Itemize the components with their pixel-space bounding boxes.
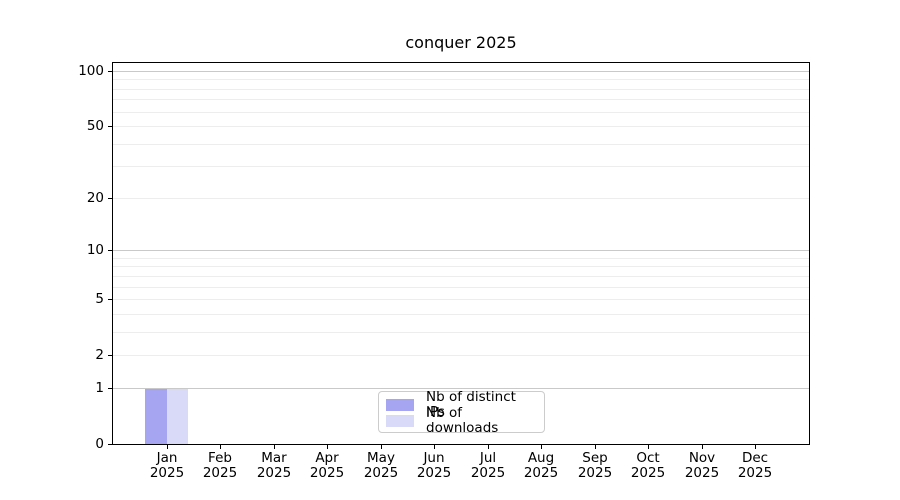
x-tick-label-sep: Sep 2025 [577, 450, 613, 481]
gridline-minor-40 [113, 144, 809, 145]
y-tick-mark-0 [108, 444, 112, 445]
x-tick-mark-aug [541, 445, 542, 449]
gridline-minor-50 [113, 126, 809, 127]
y-tick-label-0: 0 [95, 436, 104, 452]
y-tick-mark-20 [108, 198, 112, 199]
x-tick-label-dec: Dec 2025 [737, 450, 773, 481]
y-tick-mark-50 [108, 126, 112, 127]
x-tick-mark-apr [327, 445, 328, 449]
x-tick-label-jan: Jan 2025 [149, 450, 185, 481]
gridline-decade-10 [113, 250, 809, 251]
gridline-minor-90 [113, 79, 809, 80]
x-tick-mark-jan [167, 445, 168, 449]
bar-jan-nb-of-downloads [166, 388, 188, 444]
gridline-minor-9 [113, 258, 809, 259]
legend: Nb of distinct IPs Nb of downloads [378, 389, 545, 435]
plot-area [112, 62, 810, 445]
chart-title: conquer 2025 [405, 33, 517, 52]
legend-item-distinct-ips: Nb of distinct IPs [386, 389, 537, 419]
gridline-minor-2 [113, 355, 809, 356]
y-tick-label-20: 20 [86, 190, 104, 206]
gridline-minor-8 [113, 266, 809, 267]
x-tick-label-feb: Feb 2025 [202, 450, 238, 481]
gridline-minor-7 [113, 276, 809, 277]
gridline-minor-60 [113, 112, 809, 113]
gridline-minor-4 [113, 314, 809, 315]
legend-swatch-distinct-ips [386, 398, 414, 411]
gridline-minor-6 [113, 287, 809, 288]
gridline-minor-5 [113, 299, 809, 300]
x-tick-label-jun: Jun 2025 [416, 450, 452, 481]
legend-label-downloads: Nb of downloads [426, 404, 499, 436]
y-tick-label-10: 10 [86, 242, 104, 258]
gridline-minor-30 [113, 166, 809, 167]
x-tick-mark-sep [595, 445, 596, 449]
x-tick-label-apr: Apr 2025 [309, 450, 345, 481]
bar-jan-nb-of-distinct-ips [145, 388, 167, 444]
gridline-minor-20 [113, 198, 809, 199]
gridline-minor-3 [113, 332, 809, 333]
x-tick-mark-feb [220, 445, 221, 449]
y-tick-mark-10 [108, 250, 112, 251]
x-tick-mark-may [381, 445, 382, 449]
x-tick-mark-nov [702, 445, 703, 449]
x-tick-label-mar: Mar 2025 [256, 450, 292, 481]
x-tick-label-oct: Oct 2025 [630, 450, 666, 481]
x-tick-label-nov: Nov 2025 [684, 450, 720, 481]
gridline-decade-100 [113, 71, 809, 72]
y-tick-mark-2 [108, 355, 112, 356]
y-tick-label-2: 2 [95, 347, 104, 363]
gridline-minor-70 [113, 99, 809, 100]
x-tick-mark-jun [434, 445, 435, 449]
y-tick-label-5: 5 [95, 291, 104, 307]
y-tick-label-50: 50 [86, 118, 104, 134]
y-tick-mark-1 [108, 388, 112, 389]
legend-label-distinct-ips: Nb of distinct IPs [426, 388, 516, 420]
x-tick-label-jul: Jul 2025 [470, 450, 506, 481]
x-tick-mark-oct [648, 445, 649, 449]
x-tick-label-may: May 2025 [363, 450, 399, 481]
legend-item-downloads: Nb of downloads [386, 405, 537, 435]
y-tick-mark-100 [108, 71, 112, 72]
x-tick-mark-dec [755, 445, 756, 449]
x-tick-mark-jul [488, 445, 489, 449]
gridlines-layer [113, 63, 809, 444]
legend-swatch-downloads [386, 414, 414, 427]
gridline-decade-1 [113, 388, 809, 389]
x-tick-label-aug: Aug 2025 [523, 450, 559, 481]
gridline-minor-80 [113, 89, 809, 90]
y-tick-label-100: 100 [78, 63, 104, 79]
y-tick-mark-5 [108, 299, 112, 300]
y-tick-label-1: 1 [95, 380, 104, 396]
x-tick-mark-mar [274, 445, 275, 449]
bars-layer [113, 63, 809, 444]
